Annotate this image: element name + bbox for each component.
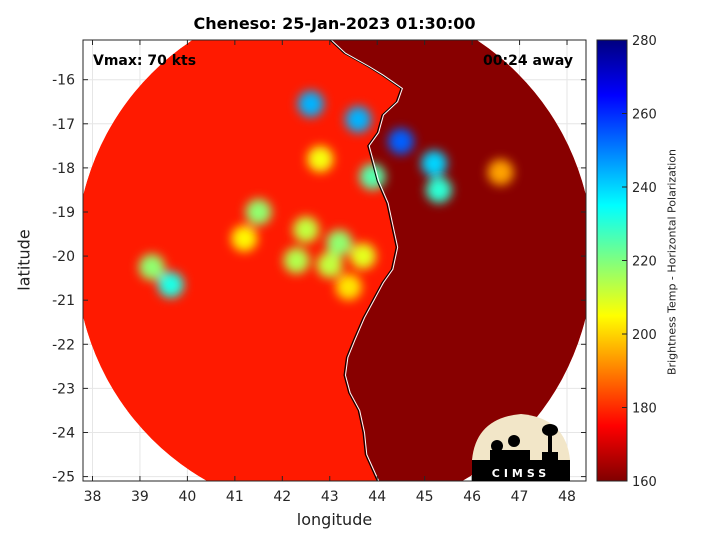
- y-tick-label: -23: [52, 381, 75, 397]
- cimss-logo-text: CIMSS: [492, 467, 550, 480]
- x-tick-label: 40: [178, 489, 196, 505]
- rain-band-blob: [245, 198, 272, 225]
- rain-band-blob: [425, 176, 452, 203]
- y-tick-label: -18: [52, 161, 75, 177]
- x-tick-label: 45: [416, 489, 434, 505]
- y-tick-label: -17: [52, 117, 75, 133]
- rain-band-blob: [297, 90, 324, 117]
- rain-band-blob: [307, 146, 334, 173]
- rain-band-blob: [138, 254, 165, 281]
- x-tick-label: 46: [463, 489, 481, 505]
- colorbar-tick-label: 200: [632, 328, 657, 343]
- coastline-highlight: [330, 40, 403, 481]
- rain-band-blob: [293, 216, 320, 243]
- x-tick-label: 39: [131, 489, 149, 505]
- rain-band-blob: [487, 159, 514, 186]
- rain-band-blob: [316, 251, 343, 278]
- colorbar-tick-label: 260: [632, 108, 657, 123]
- x-tick-label: 47: [511, 489, 529, 505]
- y-axis-label: latitude: [14, 229, 34, 291]
- y-tick-label: -21: [52, 293, 75, 309]
- rain-band-blob: [349, 243, 376, 270]
- rain-band-blob: [421, 150, 448, 177]
- rain-band-blob: [326, 229, 353, 256]
- x-tick-label: 43: [321, 489, 339, 505]
- y-tick-label: -24: [52, 425, 75, 441]
- rain-band-blob: [359, 163, 386, 190]
- vmax-annotation: Vmax: 70 kts: [93, 53, 197, 69]
- x-tick-label: 42: [273, 489, 291, 505]
- y-tick-label: -20: [52, 249, 75, 265]
- chart-title: Cheneso: 25-Jan-2023 01:30:00: [193, 14, 476, 33]
- rain-band-blob: [335, 273, 362, 300]
- rain-bands: [138, 90, 514, 300]
- colorbar-label: Brightness Temp - Horizontal Polarizatio…: [665, 149, 679, 375]
- x-tick-label: 38: [84, 489, 102, 505]
- cimss-logo: CIMSS: [472, 414, 570, 481]
- x-tick-label: 48: [558, 489, 576, 505]
- time-away-annotation: 00:24 away: [483, 53, 573, 69]
- coastline: [329, 40, 402, 481]
- rain-band-blob: [283, 247, 310, 274]
- colorbar-tick-label: 280: [632, 34, 657, 49]
- rain-band-blob: [231, 225, 258, 252]
- rain-band-blob: [157, 271, 184, 298]
- colorbar-tick-label: 220: [632, 255, 657, 270]
- y-tick-label: -22: [52, 337, 75, 353]
- colorbar-tick-label: 180: [632, 402, 657, 417]
- y-tick-label: -25: [52, 470, 75, 486]
- x-axis-label: longitude: [296, 510, 373, 529]
- rain-band-blob: [387, 128, 414, 155]
- colorbar-ticks: 160 180 200 220 240 260 280: [622, 34, 657, 490]
- y-tick-label: -16: [52, 73, 75, 89]
- rain-band-blob: [345, 106, 372, 133]
- colorbar-tick-label: 160: [632, 475, 657, 490]
- y-tick-label: -19: [52, 205, 75, 221]
- plot-frame: [82, 39, 587, 482]
- x-tick-label: 44: [368, 489, 386, 505]
- x-tick-label: 41: [226, 489, 244, 505]
- axis-ticks: 38 39 40 41 42 43 44 45 46 47 48 -16 -17 -18 -19 -20 -21…: [52, 40, 586, 505]
- colorbar-tick-label: 240: [632, 181, 657, 196]
